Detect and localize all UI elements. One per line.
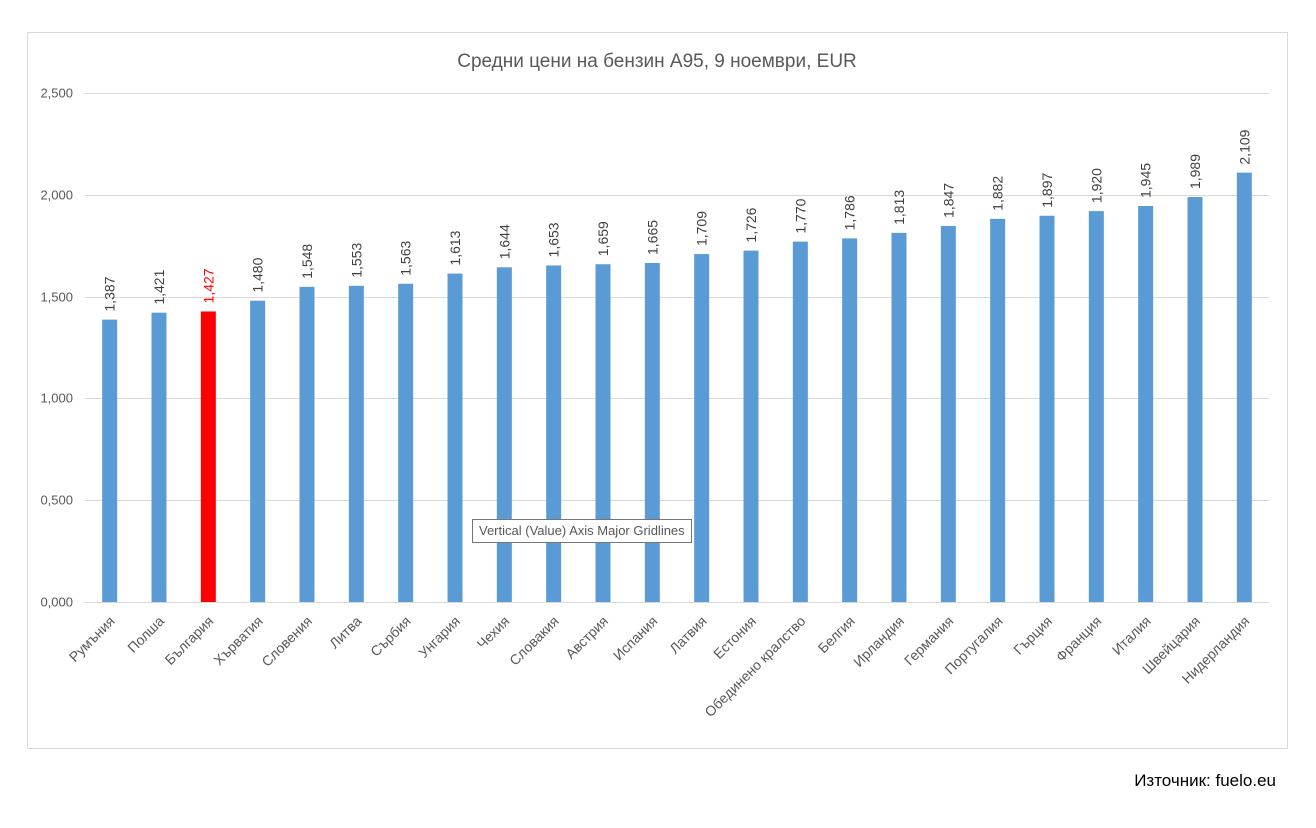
y-tick-label: 1,500	[40, 290, 73, 305]
value-label: 1,659	[595, 221, 611, 256]
bar[interactable]	[447, 273, 463, 602]
x-tick-label: Белгия	[815, 613, 858, 656]
bar[interactable]	[299, 286, 315, 602]
x-tick-label: Полша	[124, 613, 167, 656]
value-label: 1,945	[1138, 163, 1154, 198]
value-label: 1,563	[398, 241, 414, 276]
bar[interactable]	[1187, 197, 1203, 602]
x-tick-label: Италия	[1109, 613, 1154, 658]
x-tick-label: Обединено кралство	[701, 613, 808, 720]
x-tick-label: Литва	[326, 613, 365, 652]
bar[interactable]	[792, 241, 808, 603]
bar[interactable]	[595, 264, 611, 602]
bar[interactable]	[990, 218, 1006, 602]
bar[interactable]	[151, 312, 167, 602]
value-label: 1,644	[496, 224, 512, 259]
bar[interactable]	[1138, 205, 1154, 603]
bar[interactable]	[743, 250, 759, 602]
value-label: 1,665	[644, 220, 660, 255]
value-label: 1,553	[348, 243, 364, 278]
value-label: 1,786	[842, 195, 858, 230]
bar[interactable]	[546, 265, 562, 602]
x-tick-label: Словакия	[506, 613, 562, 669]
bar[interactable]	[398, 283, 414, 602]
bar[interactable]	[1088, 211, 1104, 602]
value-label: 1,653	[546, 222, 562, 257]
value-label: 1,427	[200, 268, 216, 303]
x-tick-label: Ирландия	[850, 613, 907, 670]
bar[interactable]	[694, 254, 710, 602]
bar[interactable]	[842, 238, 858, 602]
bar[interactable]	[940, 225, 956, 602]
x-tick-label: Гърция	[1010, 613, 1055, 658]
value-label: 1,421	[151, 269, 167, 304]
x-tick-label: Чехия	[473, 613, 512, 652]
value-label: 1,548	[299, 244, 315, 279]
x-tick-label: Латвия	[666, 613, 710, 657]
bar[interactable]	[1236, 172, 1252, 602]
y-axis-tick-labels: 0,000 0,500 1,000 1,500 2,000 2,500	[40, 86, 73, 610]
value-label: 1,920	[1088, 168, 1104, 203]
value-label: 1,480	[250, 257, 266, 292]
x-tick-label: Словения	[258, 613, 315, 670]
bar[interactable]	[348, 285, 364, 602]
x-tick-label: Естония	[710, 613, 759, 662]
bar[interactable]	[250, 300, 266, 602]
y-tick-label: 0,500	[40, 493, 73, 508]
x-tick-label: Франция	[1053, 613, 1105, 665]
data-labels: 1,387 1,421 1,427 1,480 1,548 1,553 1,563 1,613…	[102, 129, 1253, 311]
bar[interactable]	[200, 311, 216, 602]
value-label: 1,387	[102, 276, 118, 311]
x-tick-label: Румъния	[66, 613, 118, 665]
x-tick-label: България	[161, 613, 216, 668]
x-tick-label: Унгария	[415, 613, 463, 661]
bars	[102, 172, 1252, 603]
x-tick-label: Австрия	[562, 613, 611, 662]
value-label: 1,709	[694, 211, 710, 246]
bar[interactable]	[644, 263, 660, 602]
value-label: 2,109	[1236, 129, 1252, 164]
gridlines[interactable]	[85, 93, 1269, 603]
bar[interactable]	[891, 232, 907, 602]
chart-title: Средни цени на бензин А95, 9 ноември, EU…	[457, 51, 857, 72]
y-tick-label: 2,500	[40, 86, 73, 101]
y-tick-label: 2,000	[40, 188, 73, 203]
value-label: 1,770	[792, 198, 808, 233]
value-label: 1,813	[891, 190, 907, 225]
value-label: 1,847	[940, 183, 956, 218]
y-tick-label: 1,000	[40, 391, 73, 406]
x-tick-label: Хърватия	[210, 613, 265, 668]
value-label: 1,726	[743, 207, 759, 242]
value-label: 1,897	[1039, 173, 1055, 208]
bar[interactable]	[496, 267, 512, 602]
gridlines-tooltip: Vertical (Value) Axis Major Gridlines	[472, 519, 692, 543]
value-label: 1,989	[1187, 154, 1203, 189]
value-label: 1,882	[990, 176, 1006, 211]
bar[interactable]	[102, 319, 118, 602]
value-label: 1,613	[447, 230, 463, 265]
x-tick-label: Испания	[610, 613, 661, 664]
bar[interactable]	[1039, 215, 1055, 602]
y-tick-label: 0,000	[40, 595, 73, 610]
x-tick-label: Сърбия	[367, 613, 414, 660]
source-note: Източник: fuelo.eu	[1134, 771, 1276, 790]
